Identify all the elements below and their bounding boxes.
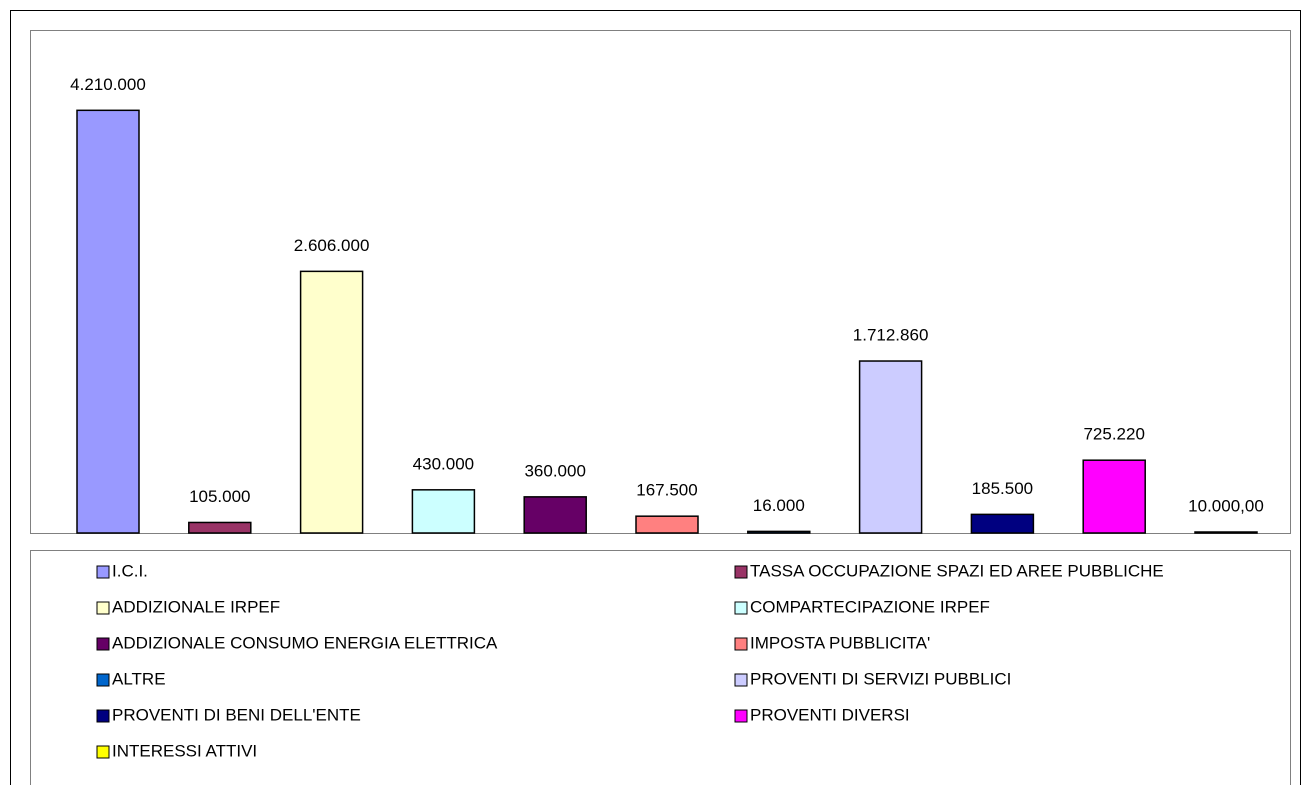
legend-label: INTERESSI ATTIVI <box>112 741 257 760</box>
data-label: 10.000,00 <box>1188 496 1264 515</box>
bar <box>299 270 364 534</box>
legend-swatch <box>96 565 110 579</box>
data-label: 167.500 <box>636 481 697 500</box>
legend-swatch <box>734 637 748 651</box>
data-label: 16.000 <box>753 496 805 515</box>
bar <box>970 513 1035 534</box>
data-label: 430.000 <box>413 454 474 473</box>
legend-swatch <box>734 565 748 579</box>
plot-area <box>30 30 1291 534</box>
data-label: 4.210.000 <box>70 75 146 94</box>
legend-label: I.C.I. <box>112 561 148 580</box>
data-label: 185.500 <box>972 479 1033 498</box>
bar <box>523 496 587 534</box>
data-label: 2.606.000 <box>294 236 370 255</box>
legend-box <box>30 550 1291 790</box>
legend-swatch <box>734 673 748 687</box>
legend-label: ADDIZIONALE CONSUMO ENERGIA ELETTRICA <box>112 633 498 652</box>
bar <box>411 489 476 534</box>
bar <box>188 521 252 534</box>
data-label: 360.000 <box>524 461 585 480</box>
bar <box>858 360 923 534</box>
legend-label: ALTRE <box>112 669 166 688</box>
legend-label: COMPARTECIPAZIONE IRPEF <box>750 597 990 616</box>
legend-label: PROVENTI DI BENI DELL'ENTE <box>112 705 361 724</box>
legend-swatch <box>734 601 748 615</box>
legend-swatch <box>96 745 110 759</box>
legend-label: PROVENTI DIVERSI <box>750 705 910 724</box>
bar <box>747 530 811 534</box>
data-label: 725.220 <box>1083 425 1144 444</box>
data-label: 1.712.860 <box>853 326 929 345</box>
legend-label: IMPOSTA PUBBLICITA' <box>750 633 930 652</box>
legend-label: PROVENTI DI SERVIZI PUBBLICI <box>750 669 1011 688</box>
legend-label: ADDIZIONALE IRPEF <box>112 597 280 616</box>
legend-swatch <box>96 601 110 615</box>
legend-swatch <box>96 709 110 723</box>
data-label: 105.000 <box>189 487 250 506</box>
legend-label: TASSA OCCUPAZIONE SPAZI ED AREE PUBBLICH… <box>750 561 1164 580</box>
legend-swatch <box>96 637 110 651</box>
bar <box>635 515 699 534</box>
bar <box>76 109 140 534</box>
legend-swatch <box>734 709 748 723</box>
bar <box>1194 531 1258 534</box>
legend-swatch <box>96 673 110 687</box>
bar <box>1082 459 1146 534</box>
